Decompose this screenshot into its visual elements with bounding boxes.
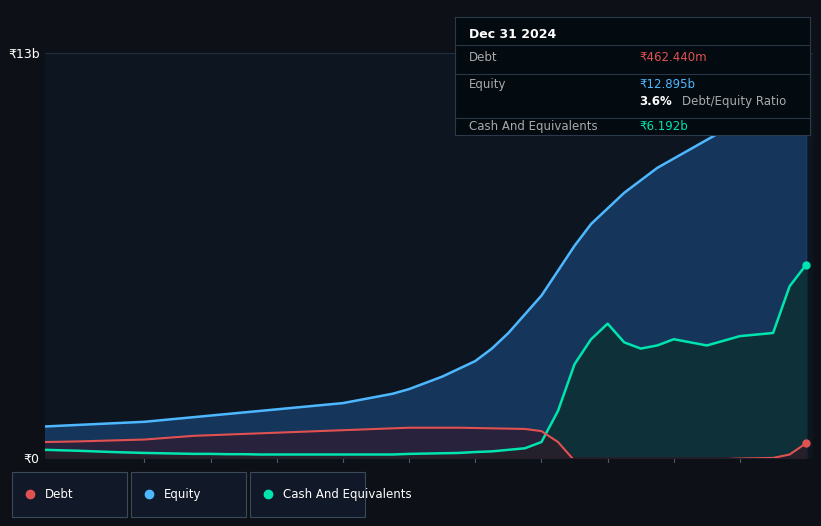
Text: Debt: Debt	[45, 488, 74, 501]
Text: Dec 31 2024: Dec 31 2024	[469, 28, 557, 41]
Text: ₹6.192b: ₹6.192b	[640, 120, 688, 133]
FancyBboxPatch shape	[250, 472, 365, 517]
Text: Debt/Equity Ratio: Debt/Equity Ratio	[682, 95, 787, 108]
Text: Cash And Equivalents: Cash And Equivalents	[283, 488, 412, 501]
Text: ₹12.895b: ₹12.895b	[640, 78, 695, 91]
Text: Cash And Equivalents: Cash And Equivalents	[469, 120, 598, 133]
Text: ₹462.440m: ₹462.440m	[640, 50, 707, 64]
FancyBboxPatch shape	[12, 472, 127, 517]
Text: 3.6%: 3.6%	[640, 95, 672, 108]
Text: Equity: Equity	[164, 488, 202, 501]
Text: Equity: Equity	[469, 78, 507, 91]
Text: Debt: Debt	[469, 50, 498, 64]
FancyBboxPatch shape	[131, 472, 246, 517]
